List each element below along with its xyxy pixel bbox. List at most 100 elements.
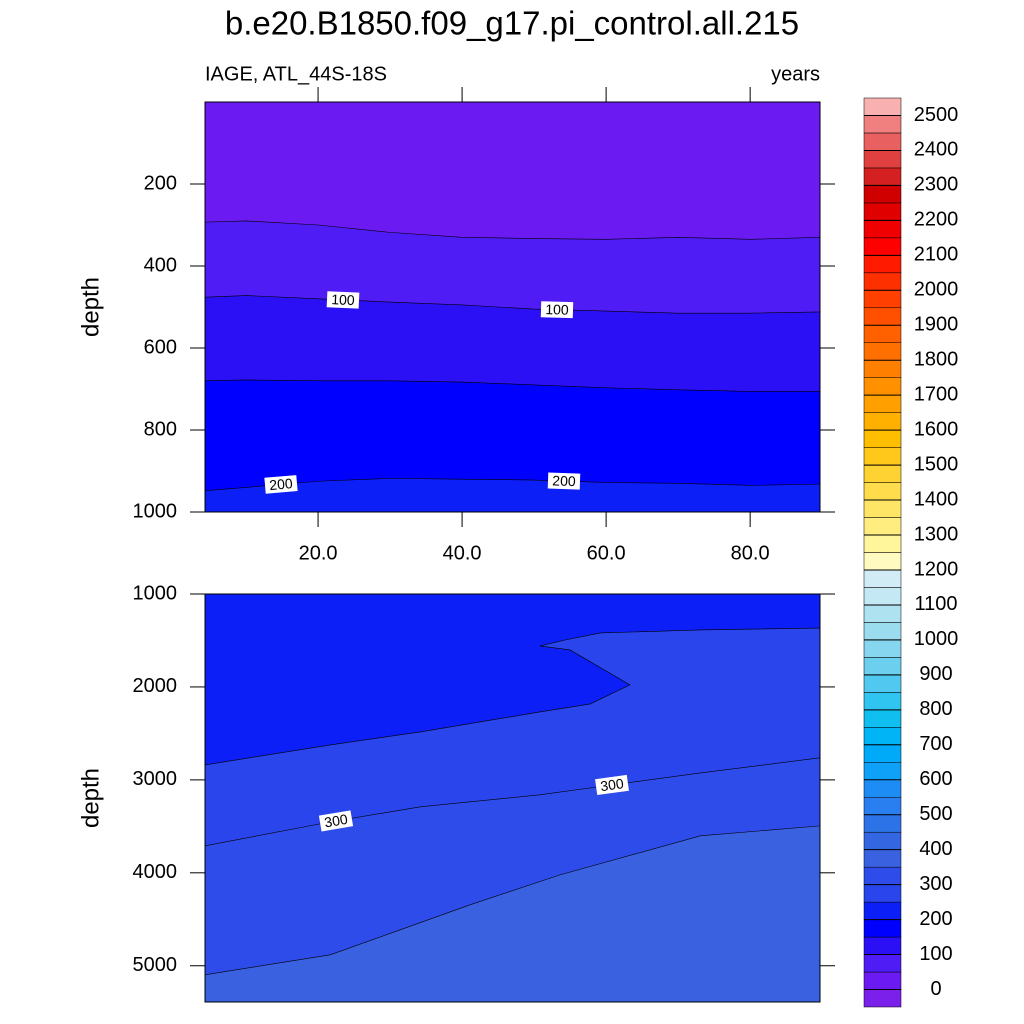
colorbar-box xyxy=(863,482,902,501)
colorbar-label: 1900 xyxy=(914,314,959,336)
colorbar-label: 1200 xyxy=(914,558,959,580)
colorbar-box xyxy=(863,884,902,903)
y-tick-label: 3000 xyxy=(133,768,178,790)
colorbar-label: 2100 xyxy=(914,244,959,266)
colorbar-box xyxy=(863,220,902,239)
y-axis-label: depth xyxy=(77,277,104,337)
y-tick-label: 1000 xyxy=(133,582,178,604)
colorbar-box xyxy=(863,901,902,920)
subtitle: IAGE, ATL_44S-18S xyxy=(205,63,387,85)
colorbar-box xyxy=(863,919,902,938)
colorbar-label: 2400 xyxy=(914,139,959,161)
contour-label: 300 xyxy=(323,811,349,831)
colorbar-box xyxy=(863,622,902,641)
colorbar-label: 900 xyxy=(919,663,952,685)
colorbar-label: 2500 xyxy=(914,104,959,126)
contour-label-box xyxy=(326,291,360,309)
colorbar-box xyxy=(863,325,902,343)
colorbar-box xyxy=(863,674,902,693)
colorbar-box xyxy=(863,762,902,780)
colorbar-label: 1400 xyxy=(914,488,959,510)
colorbar-box xyxy=(863,936,902,955)
colorbar-label: 1700 xyxy=(914,383,959,405)
contour-label-group: 100 xyxy=(540,301,574,319)
contour-fill xyxy=(205,102,820,240)
y-tick-label: 4000 xyxy=(133,861,178,883)
colorbar-box xyxy=(863,150,902,169)
contour-label-group: 100 xyxy=(326,291,360,309)
contour-label-box xyxy=(595,774,629,796)
colorbar-box xyxy=(863,954,902,973)
colorbar-label: 1300 xyxy=(914,523,959,545)
colorbar-box xyxy=(863,744,902,763)
colorbar-box xyxy=(863,604,902,623)
colorbar-box xyxy=(863,97,902,116)
contour-line xyxy=(205,295,820,314)
colorbar-box xyxy=(863,709,902,728)
colorbar-box xyxy=(863,849,902,868)
colorbar-label: 100 xyxy=(919,943,952,965)
contour-fill xyxy=(205,594,820,765)
colorbar-box xyxy=(863,866,902,885)
colorbar-box xyxy=(863,657,902,676)
contour-label-group: 300 xyxy=(595,774,629,796)
colorbar-label: 300 xyxy=(919,873,952,895)
colorbar-box xyxy=(863,447,902,466)
y-tick-label: 600 xyxy=(144,336,177,358)
contour-label-box xyxy=(540,301,574,319)
x-tick-label: 60.0 xyxy=(587,542,626,564)
contour-line xyxy=(205,825,820,976)
colorbar-label: 500 xyxy=(919,803,952,825)
colorbar-box xyxy=(863,342,902,361)
colorbar-box xyxy=(863,569,902,588)
contour-label-group: 300 xyxy=(318,810,354,832)
colorbar-label: 200 xyxy=(919,908,952,930)
y-axis-label: depth xyxy=(77,768,104,828)
colorbar-label: 1000 xyxy=(914,628,959,650)
colorbar-label: 1600 xyxy=(914,418,959,440)
x-tick-label: 40.0 xyxy=(443,542,482,564)
colorbar-box xyxy=(863,796,902,815)
colorbar-label: 2200 xyxy=(914,209,959,231)
contour-label: 300 xyxy=(599,775,625,794)
colorbar-box xyxy=(863,359,902,378)
colorbar-box xyxy=(863,517,902,536)
colorbar-box xyxy=(863,290,902,309)
colorbar-box xyxy=(863,692,902,711)
colorbar-label: 0 xyxy=(930,978,941,1000)
colorbar-box xyxy=(863,412,902,431)
colorbar-box xyxy=(863,552,902,571)
y-tick-label: 400 xyxy=(144,254,177,276)
colorbar-label: 1500 xyxy=(914,453,959,475)
contour-line xyxy=(205,379,820,392)
colorbar-label: 1100 xyxy=(914,593,957,615)
units: years xyxy=(771,63,820,85)
colorbar-box xyxy=(863,429,902,448)
y-tick-label: 5000 xyxy=(133,954,178,976)
colorbar-box xyxy=(863,237,902,256)
contour-label-box xyxy=(318,810,354,832)
contour-line xyxy=(205,627,820,766)
colorbar-box xyxy=(863,307,902,326)
colorbar-box xyxy=(863,814,902,833)
plot-area xyxy=(205,102,820,512)
colorbar-label: 2300 xyxy=(914,174,959,196)
colorbar-box xyxy=(863,185,902,204)
colorbar-label: 600 xyxy=(919,768,952,790)
contour-label: 100 xyxy=(331,291,355,308)
colorbar-label: 400 xyxy=(919,838,952,860)
contour-label: 200 xyxy=(269,475,294,493)
colorbar-box xyxy=(863,499,902,518)
colorbar-box xyxy=(863,639,902,658)
contour-label-box xyxy=(547,472,581,490)
colorbar-box xyxy=(863,115,902,134)
contour-label-box xyxy=(264,475,298,494)
colorbar-box xyxy=(863,779,902,798)
x-tick-label: 20.0 xyxy=(299,542,338,564)
colorbar-box xyxy=(863,394,902,413)
colorbar-box xyxy=(863,534,902,553)
plot-frame xyxy=(204,101,821,513)
colorbar-box xyxy=(863,587,902,606)
chart-title: b.e20.B1850.f09_g17.pi_control.all.215 xyxy=(225,5,799,42)
